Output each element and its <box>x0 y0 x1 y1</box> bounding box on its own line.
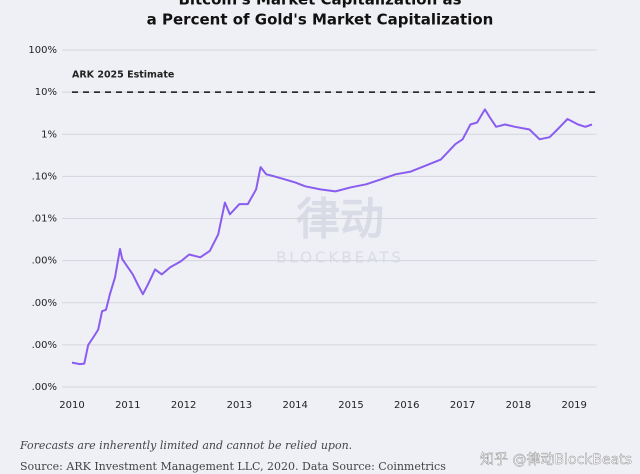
y-tick-label: .10% <box>32 171 57 182</box>
y-tick-label: 100% <box>28 45 57 56</box>
x-tick-label: 2019 <box>561 400 586 411</box>
x-tick-label: 2016 <box>394 400 419 411</box>
y-tick-label: .00% <box>32 340 57 351</box>
credit: 知乎 @律动BlockBeats <box>480 451 632 468</box>
x-tick-label: 2013 <box>227 400 252 411</box>
watermark-logo: 律动 <box>296 194 384 245</box>
x-tick-label: 2010 <box>59 400 84 411</box>
y-tick-label: .00% <box>32 382 57 393</box>
data-line <box>71 108 593 366</box>
reference-label: ARK 2025 Estimate <box>72 70 174 81</box>
watermark-brand: BLOCKBEATS <box>276 249 404 267</box>
x-tick-label: 2014 <box>282 400 307 411</box>
footnote: Forecasts are inherently limited and can… <box>19 439 352 452</box>
x-tick-label: 2011 <box>115 400 140 411</box>
chart-subtitle: a Percent of Gold's Market Capitalizatio… <box>147 11 494 29</box>
x-tick-label: 2018 <box>506 400 531 411</box>
x-tick-label: 2017 <box>450 400 475 411</box>
y-tick-label: .00% <box>32 298 57 309</box>
y-tick-label: .00% <box>32 256 57 267</box>
x-tick-label: 2015 <box>338 400 363 411</box>
y-tick-label: 10% <box>35 87 57 98</box>
y-tick-label: .01% <box>32 214 57 225</box>
y-tick-label: 1% <box>41 129 57 140</box>
x-tick-label: 2012 <box>171 400 196 411</box>
source: Source: ARK Investment Management LLC, 2… <box>20 460 446 473</box>
chart-title: Bitcoin's Market Capitalization as <box>178 0 461 9</box>
